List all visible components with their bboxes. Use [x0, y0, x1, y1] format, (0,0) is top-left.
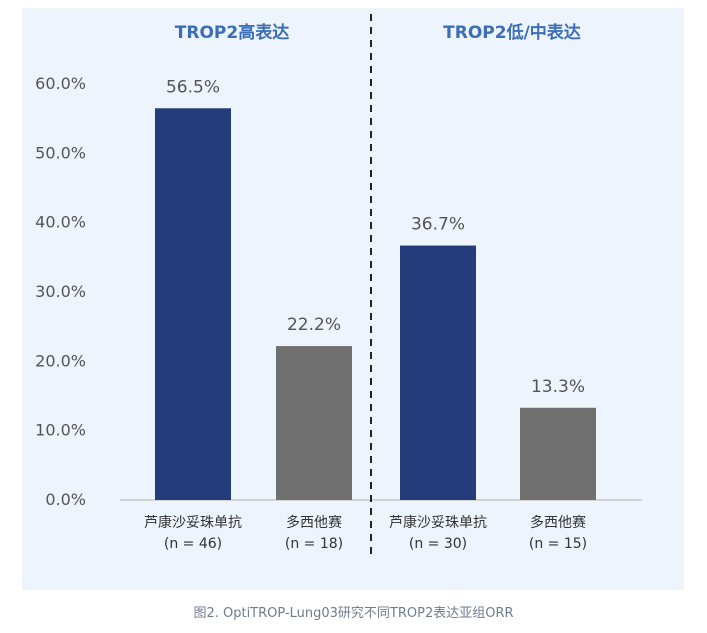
x-category-label: 多西他赛 — [530, 514, 586, 531]
bar-value-label: 56.5% — [166, 77, 220, 97]
x-sample-size-label: (n = 46) — [164, 536, 222, 552]
y-tick-label: 50.0% — [35, 143, 86, 162]
bar-value-label: 36.7% — [411, 215, 465, 235]
figure-caption: 图2. OptiTROP-Lung03研究不同TROP2表达亚组ORR — [193, 606, 514, 621]
x-category-label: 芦康沙妥珠单抗 — [144, 514, 242, 531]
group-title: TROP2高表达 — [175, 22, 289, 43]
bar-value-label: 13.3% — [531, 377, 585, 397]
orr-bar-chart: 0.0% 10.0% 20.0% 30.0% 40.0% 50.0% 60.0% TROP2高… — [35, 14, 642, 556]
x-category-label: 芦康沙妥珠单抗 — [389, 514, 487, 531]
y-tick-label: 20.0% — [35, 351, 86, 370]
chart-panel: 0.0% 10.0% 20.0% 30.0% 40.0% 50.0% 60.0% TROP2高… — [22, 8, 684, 590]
y-tick-label: 0.0% — [45, 490, 86, 509]
x-sample-size-label: (n = 15) — [529, 536, 587, 552]
group-title: TROP2低/中表达 — [443, 22, 581, 43]
x-sample-size-label: (n = 30) — [409, 536, 467, 552]
y-tick-label: 30.0% — [35, 282, 86, 301]
bar-value-label: 22.2% — [287, 315, 341, 335]
bar — [155, 108, 231, 501]
y-tick-label: 60.0% — [35, 74, 86, 93]
bar — [276, 346, 352, 500]
y-tick-label: 40.0% — [35, 213, 86, 232]
bar — [400, 245, 476, 500]
x-category-label: 多西他赛 — [286, 514, 342, 531]
bar — [520, 407, 596, 500]
x-sample-size-label: (n = 18) — [285, 536, 343, 552]
y-tick-label: 10.0% — [35, 421, 86, 440]
